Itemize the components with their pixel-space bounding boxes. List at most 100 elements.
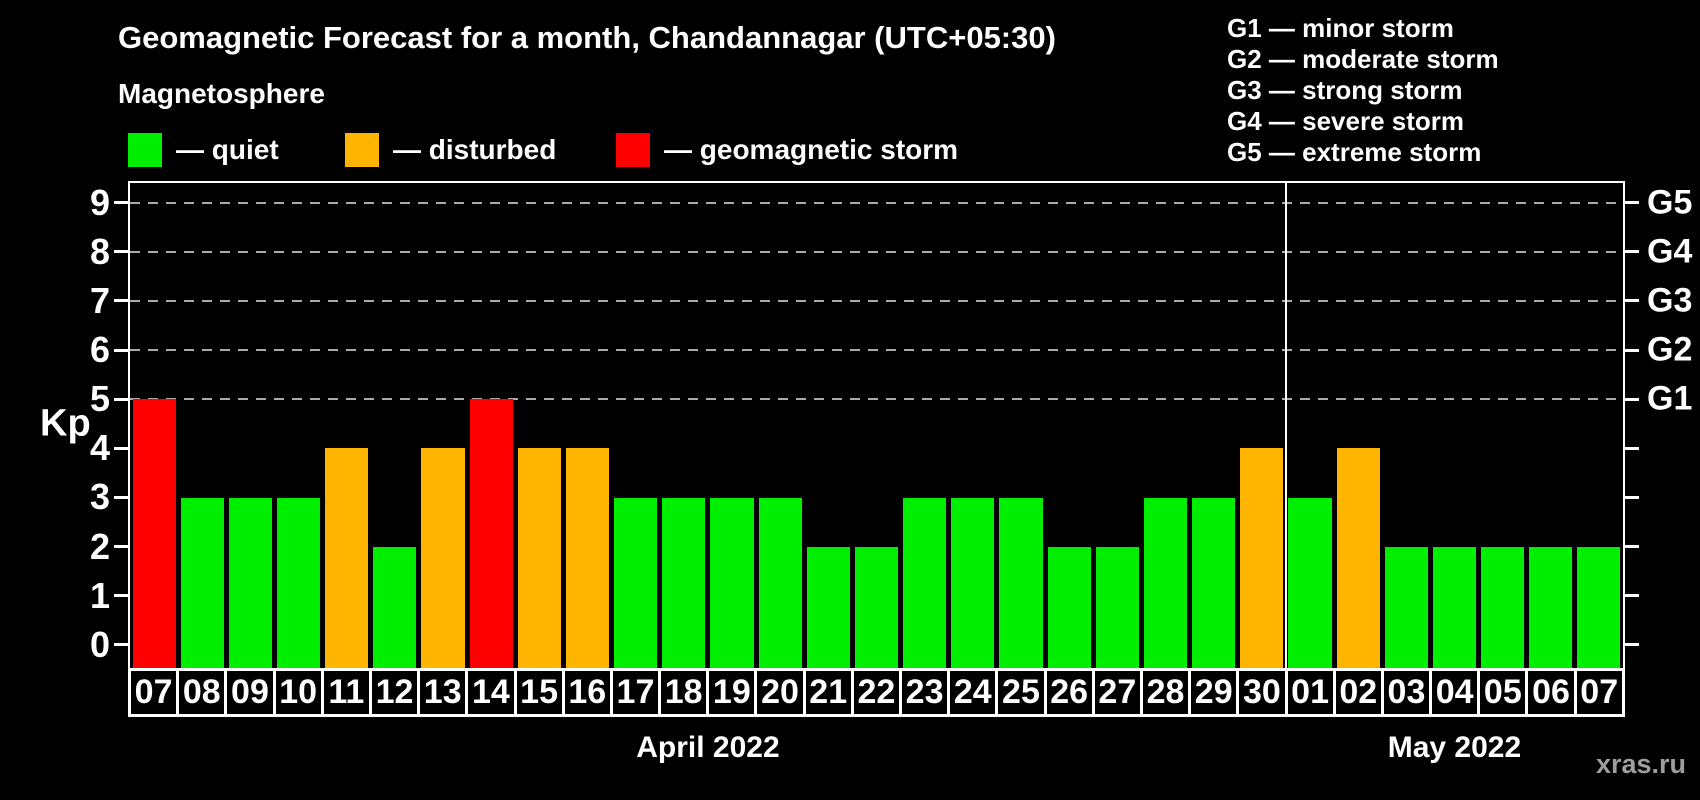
y-axis-tick-left [114, 446, 128, 450]
y-axis-tick-right [1625, 397, 1639, 401]
day-label: 19 [706, 668, 758, 717]
gridline-kp-9 [130, 201, 1623, 204]
kp-bar [373, 546, 417, 668]
kp-bar [180, 497, 224, 668]
kp-bar [1240, 448, 1284, 668]
day-label: 12 [368, 668, 421, 717]
kp-bar [1481, 546, 1525, 668]
y-axis-tick-left [114, 495, 128, 499]
x-axis-day-labels: 07 08 09 10 11 12 13 14 15 16 17 18 19 20 21 22 23 24 25 26… [128, 668, 1625, 717]
kp-bar [1047, 546, 1091, 668]
watermark: xras.ru [1595, 749, 1686, 779]
day-label: 16 [561, 668, 613, 717]
day-label: 11 [320, 668, 372, 717]
kp-bar [565, 448, 610, 668]
legend-item-quiet: — quiet [128, 133, 279, 167]
y-axis-tick-label: 1 [89, 574, 110, 616]
kp-bar [132, 399, 176, 668]
day-label: 09 [224, 668, 276, 717]
kp-bar [1143, 497, 1188, 668]
kp-bar [614, 497, 658, 668]
day-label: 08 [176, 668, 228, 717]
gridline-kp-8 [130, 250, 1623, 253]
y-axis-tick-right [1625, 545, 1639, 549]
y-axis-tick-label: 7 [89, 279, 110, 321]
day-label: 23 [899, 668, 951, 717]
y-axis-tick-left [114, 397, 128, 401]
day-label: 22 [850, 668, 902, 717]
y-axis-tick-left [114, 594, 128, 598]
y-axis-tick-label: 8 [89, 230, 110, 272]
day-label: 18 [658, 668, 710, 717]
kp-bar [710, 497, 754, 668]
g-legend-line-2: G2 — moderate storm [1227, 44, 1499, 74]
day-label: 26 [1043, 668, 1095, 717]
day-label: 02 [1332, 668, 1384, 717]
day-label: 05 [1477, 668, 1529, 717]
day-label: 13 [417, 668, 469, 717]
y-axis-tick-label: 9 [89, 181, 110, 223]
legend-item-geomagnetic-storm: — geomagnetic storm [616, 133, 958, 167]
kp-bar [517, 448, 561, 668]
day-label: 20 [754, 668, 806, 717]
gridline-kp-7 [130, 299, 1623, 302]
kp-bar [903, 497, 947, 668]
y-axis-tick-right [1625, 299, 1639, 303]
kp-bar [228, 497, 272, 668]
g-legend-line-3: G3 — strong storm [1227, 75, 1463, 105]
day-label: 27 [1091, 668, 1143, 717]
y-axis-tick-left [114, 299, 128, 303]
kp-bar [1577, 546, 1621, 668]
day-label: 07 [1573, 668, 1625, 717]
kp-bar [1192, 497, 1236, 668]
right-axis-label-g1: G1 [1647, 379, 1693, 418]
y-axis-tick-right [1625, 446, 1639, 450]
day-label: 28 [1139, 668, 1192, 717]
y-axis-tick-label: 6 [89, 329, 110, 371]
kp-bar [854, 546, 899, 668]
month-label-april: April 2022 [636, 731, 780, 764]
plot-area [128, 181, 1625, 668]
day-label: 30 [1236, 668, 1288, 717]
day-label: 14 [465, 668, 517, 717]
day-label: 24 [947, 668, 999, 717]
kp-bar [1432, 546, 1476, 668]
right-axis-label-g5: G5 [1647, 183, 1693, 222]
legend-label-quiet: — quiet [176, 134, 279, 165]
y-axis-tick-left [114, 201, 128, 205]
legend-swatch-geomagnetic-storm [616, 133, 650, 167]
day-label: 07 [128, 668, 180, 717]
day-label: 10 [272, 668, 324, 717]
day-label: 06 [1525, 668, 1577, 717]
y-axis-tick-right [1625, 201, 1639, 205]
g-legend-line-1: G1 — minor storm [1227, 13, 1454, 43]
kp-bar [325, 448, 369, 668]
day-label: 04 [1429, 668, 1481, 717]
legend-label-disturbed: — disturbed [393, 134, 557, 165]
kp-bar [951, 497, 995, 668]
kp-bar [1288, 497, 1332, 668]
day-label: 01 [1284, 668, 1336, 717]
y-axis-tick-left [114, 545, 128, 549]
kp-bar [469, 399, 513, 668]
kp-bar [1336, 448, 1380, 668]
y-axis-tick-left [114, 250, 128, 254]
legend-swatch-disturbed [345, 133, 379, 167]
y-axis-tick-label: 0 [89, 623, 110, 665]
kp-bar [1095, 546, 1139, 668]
kp-bar [662, 497, 706, 668]
right-axis-label-g2: G2 [1647, 330, 1693, 369]
y-axis-tick-left [114, 643, 128, 647]
y-axis-tick-right [1625, 643, 1639, 647]
legend-swatch-quiet [128, 133, 162, 167]
day-label: 25 [995, 668, 1047, 717]
y-axis-tick-left [114, 348, 128, 352]
kp-bar [1384, 546, 1428, 668]
y-axis-title: Kp [40, 402, 91, 445]
gridline-kp-6 [130, 349, 1623, 352]
y-axis-tick-label: 5 [89, 378, 110, 420]
right-axis-label-g4: G4 [1647, 232, 1693, 271]
page-title: Geomagnetic Forecast for a month, Chanda… [118, 20, 1056, 55]
legend-label-geomagnetic-storm: — geomagnetic storm [664, 134, 959, 165]
